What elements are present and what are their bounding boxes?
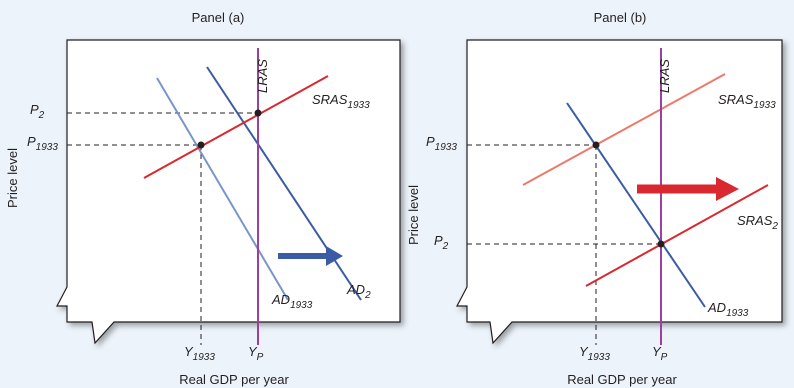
panel-a-plot-area bbox=[56, 39, 401, 345]
panel-a-xlabel: Real GDP per year bbox=[179, 372, 289, 387]
panel-b-xtick-yp: YP bbox=[652, 344, 668, 363]
panel-b-sras1933-label: SRAS1933 bbox=[718, 92, 776, 111]
panel-b-ytick-p1933: P1933 bbox=[426, 134, 457, 153]
panel-a-ad1933-label: AD1933 bbox=[271, 292, 313, 311]
panel-b-ad1933-curve bbox=[566, 102, 706, 308]
panel-b-xtick-y1933: Y1933 bbox=[579, 344, 610, 363]
panel-a-ad2-curve bbox=[206, 66, 362, 301]
panel-a-equilibrium-initial bbox=[197, 141, 205, 149]
panel-b-ylabel: Price level bbox=[406, 185, 421, 245]
panel-a-shift-arrow bbox=[278, 246, 343, 266]
panel-a-sras1933-curve bbox=[143, 75, 329, 179]
panel-a-ylabel: Price level bbox=[5, 148, 20, 208]
panel-b-sras1933-curve bbox=[522, 73, 726, 186]
panel-a-ytick-p2: P2 bbox=[30, 102, 45, 121]
panel-b-xlabel: Real GDP per year bbox=[567, 372, 677, 387]
panel-b-lras-label: LRAS bbox=[657, 59, 672, 93]
panel-a-xtick-y1933: Y1933 bbox=[184, 344, 215, 363]
panel-a-lras-label: LRAS bbox=[255, 59, 270, 93]
panel-a-xtick-yp: YP bbox=[248, 344, 264, 363]
panel-a-ad1933-curve bbox=[156, 77, 289, 301]
panel-a: Panel (a) Price level Real GDP per year … bbox=[5, 10, 401, 387]
panel-b-ytick-p2: P2 bbox=[434, 233, 449, 252]
panel-a-ad2-label: AD2 bbox=[346, 282, 371, 301]
panel-a-ytick-p1933: P1933 bbox=[27, 134, 58, 153]
panel-b-sras2-label: SRAS2 bbox=[737, 213, 778, 232]
panel-a-equilibrium-new bbox=[254, 109, 262, 117]
panel-b: Panel (b) Price level Real GDP per year … bbox=[406, 10, 783, 387]
panel-b-equilibrium-initial bbox=[592, 141, 600, 149]
panel-b-title: Panel (b) bbox=[594, 10, 647, 25]
panel-b-sras2-curve bbox=[585, 184, 769, 287]
panel-b-shift-arrow bbox=[637, 177, 739, 201]
panel-b-plot-area bbox=[456, 39, 783, 345]
panel-b-ad1933-label: AD1933 bbox=[707, 300, 749, 319]
panel-b-equilibrium-new bbox=[657, 240, 665, 248]
panel-a-title: Panel (a) bbox=[192, 10, 245, 25]
panel-a-sras1933-label: SRAS1933 bbox=[312, 92, 370, 111]
